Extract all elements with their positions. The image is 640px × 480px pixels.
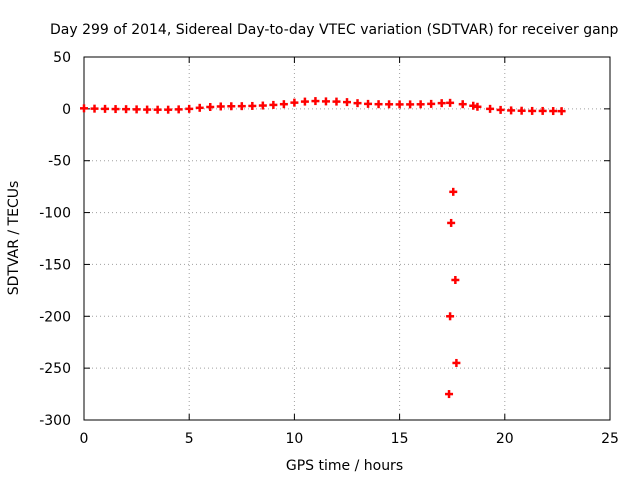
data-point — [206, 102, 215, 111]
data-point — [395, 100, 404, 109]
y-tick-label: -100 — [39, 206, 71, 222]
data-point — [300, 97, 309, 106]
data-point — [111, 105, 120, 114]
data-point — [174, 105, 183, 114]
data-point — [451, 275, 460, 284]
y-tick-label: 50 — [53, 50, 71, 66]
y-tick-label: -250 — [39, 361, 71, 377]
y-axis-title: SDTVAR / TECUs — [6, 181, 22, 296]
data-point — [258, 101, 267, 110]
data-point — [227, 102, 236, 111]
data-point — [101, 104, 110, 113]
x-axis-title: GPS time / hours — [286, 458, 403, 474]
data-point — [237, 102, 246, 111]
data-point — [332, 97, 341, 106]
data-point — [80, 104, 88, 113]
data-point — [557, 107, 566, 116]
data-point — [374, 100, 383, 109]
y-tick-label: -200 — [39, 309, 71, 325]
data-point — [437, 99, 446, 108]
data-point — [446, 98, 455, 107]
data-point — [445, 390, 454, 399]
data-point — [164, 105, 173, 114]
y-tick-label: -50 — [48, 154, 71, 170]
data-point — [507, 106, 516, 115]
data-point — [195, 103, 204, 112]
y-tick-label: -300 — [39, 413, 71, 429]
data-point — [185, 104, 194, 113]
data-point — [153, 105, 162, 114]
plot-frame — [83, 56, 611, 421]
data-point — [143, 105, 152, 114]
data-point — [449, 187, 458, 196]
data-series — [80, 97, 566, 399]
data-point — [427, 99, 436, 108]
data-point — [248, 101, 257, 110]
data-point — [132, 105, 141, 114]
data-point — [353, 99, 362, 108]
data-point — [496, 105, 505, 114]
data-point — [364, 99, 373, 108]
data-point — [343, 98, 351, 107]
data-point — [473, 102, 482, 111]
x-tick-label: 0 — [80, 431, 89, 447]
axes: 0 5 10 15 20 25 50 0 -50 -100 -150 -200 -250 -300 — [39, 50, 619, 447]
data-point — [447, 218, 456, 227]
y-tick-label: -150 — [39, 257, 71, 273]
data-point — [528, 106, 537, 115]
x-tick-label: 15 — [391, 431, 409, 447]
x-tick-label: 5 — [185, 431, 194, 447]
data-point — [279, 100, 288, 109]
data-point — [290, 98, 299, 107]
data-point — [517, 106, 526, 115]
data-point — [446, 312, 455, 321]
data-point — [549, 107, 558, 116]
data-point — [486, 104, 495, 113]
x-tick-label: 20 — [496, 431, 514, 447]
data-point — [458, 100, 467, 109]
data-point — [311, 97, 320, 106]
grid — [84, 57, 610, 420]
chart-title: Day 299 of 2014, Sidereal Day-to-day VTE… — [50, 22, 619, 38]
data-point — [90, 104, 99, 113]
data-point — [385, 100, 394, 109]
data-point — [406, 100, 415, 109]
data-point — [321, 97, 330, 106]
data-point — [452, 358, 461, 367]
data-point — [538, 106, 547, 115]
x-tick-label: 10 — [285, 431, 303, 447]
data-point — [216, 102, 225, 111]
data-point — [416, 100, 425, 109]
x-tick-label: 25 — [601, 431, 619, 447]
y-tick-label: 0 — [62, 102, 71, 118]
data-point — [269, 100, 278, 109]
data-point — [122, 105, 131, 114]
